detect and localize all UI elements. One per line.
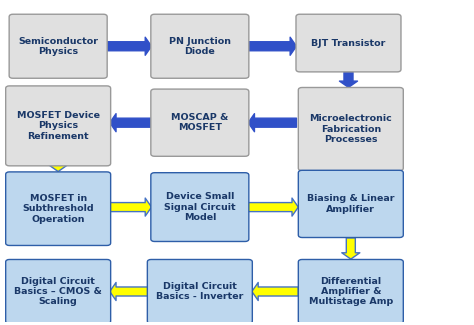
- FancyBboxPatch shape: [6, 86, 110, 166]
- FancyBboxPatch shape: [151, 173, 249, 241]
- FancyBboxPatch shape: [6, 172, 110, 245]
- FancyBboxPatch shape: [151, 14, 249, 78]
- Text: Device Small
Signal Circuit
Model: Device Small Signal Circuit Model: [164, 192, 236, 222]
- FancyBboxPatch shape: [147, 259, 252, 323]
- FancyBboxPatch shape: [298, 87, 403, 171]
- Text: Digital Circuit
Basics – CMOS &
Scaling: Digital Circuit Basics – CMOS & Scaling: [14, 277, 102, 306]
- Text: BJT Transistor: BJT Transistor: [311, 39, 386, 47]
- Text: MOSFET Device
Physics
Refinement: MOSFET Device Physics Refinement: [17, 111, 100, 141]
- Text: PN Junction
Diode: PN Junction Diode: [169, 36, 231, 56]
- Text: MOSCAP &
MOSFET: MOSCAP & MOSFET: [171, 113, 228, 132]
- FancyBboxPatch shape: [296, 14, 401, 72]
- FancyBboxPatch shape: [9, 14, 107, 78]
- FancyBboxPatch shape: [151, 89, 249, 156]
- Text: Biasing & Linear
Amplifier: Biasing & Linear Amplifier: [307, 194, 394, 214]
- Text: Digital Circuit
Basics - Inverter: Digital Circuit Basics - Inverter: [156, 282, 244, 301]
- FancyBboxPatch shape: [298, 170, 403, 238]
- FancyBboxPatch shape: [6, 259, 110, 323]
- FancyBboxPatch shape: [298, 259, 403, 323]
- Text: Semiconductor
Physics: Semiconductor Physics: [18, 36, 98, 56]
- Text: Microelectronic
Fabrication
Processes: Microelectronic Fabrication Processes: [310, 114, 392, 144]
- Text: Differential
Amplifier &
Multistage Amp: Differential Amplifier & Multistage Amp: [309, 277, 393, 306]
- Text: MOSFET in
Subthreshold
Operation: MOSFET in Subthreshold Operation: [22, 194, 94, 224]
